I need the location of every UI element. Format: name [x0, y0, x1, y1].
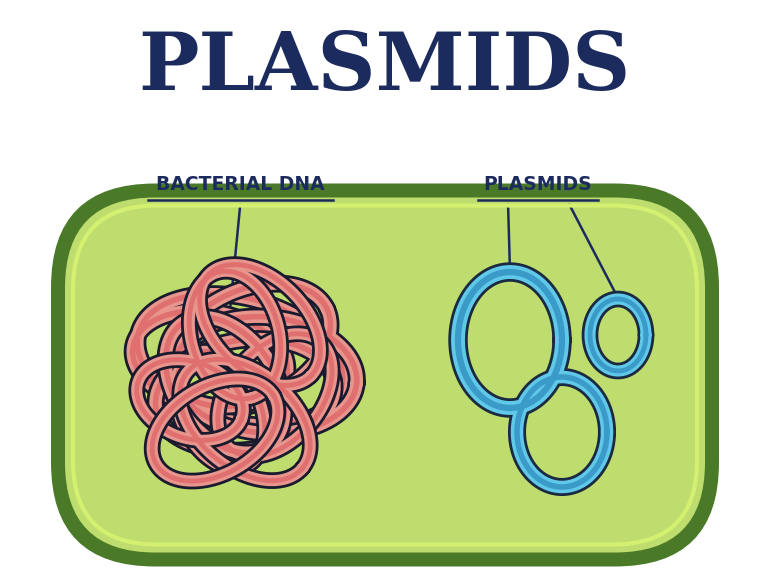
Text: PLASMIDS: PLASMIDS — [484, 175, 592, 194]
Text: BACTERIAL DNA: BACTERIAL DNA — [156, 175, 325, 194]
FancyBboxPatch shape — [51, 184, 719, 567]
FancyBboxPatch shape — [65, 198, 705, 552]
Text: PLASMIDS: PLASMIDS — [137, 29, 631, 107]
